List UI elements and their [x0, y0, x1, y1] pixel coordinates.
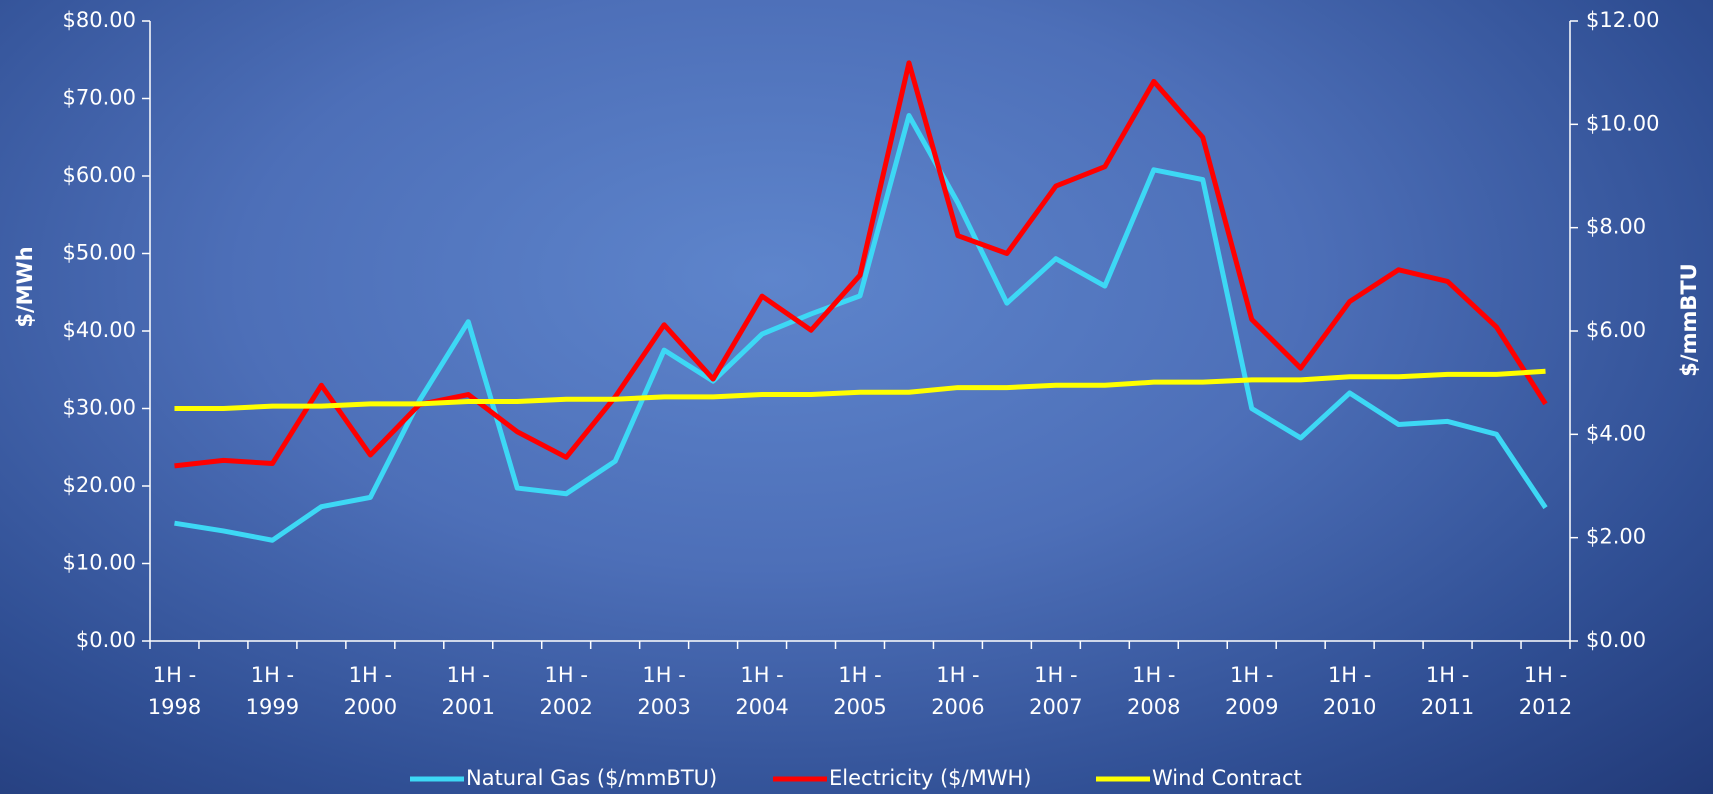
- legend-label: Natural Gas ($/mmBTU): [466, 766, 717, 790]
- y2-tick-label: $0.00: [1586, 628, 1646, 652]
- y2-tick-label: $6.00: [1586, 318, 1646, 342]
- y-axis-label: $/MWh: [13, 246, 37, 327]
- y-tick-label: $20.00: [63, 473, 136, 497]
- x-tick-label: 1H - 2000: [343, 663, 398, 719]
- x-tick-label: 1H - 2001: [441, 663, 495, 719]
- y-tick-label: $80.00: [63, 8, 136, 32]
- x-tick-label: 1H - 2002: [539, 663, 593, 719]
- series-line: [174, 368, 1546, 411]
- x-tick-label: 1H - 2007: [1029, 663, 1083, 719]
- y2-axis-label: $/mmBTU: [1677, 263, 1701, 376]
- x-tick-label: 1H - 2004: [735, 663, 789, 719]
- x-tick-label: 1H - 2005: [833, 663, 887, 719]
- x-tick-label: 1H - 2012: [1518, 663, 1573, 719]
- x-tick-label: 1H - 2008: [1127, 663, 1181, 719]
- y-tick-label: $60.00: [63, 163, 136, 187]
- legend-label: Wind Contract: [1152, 766, 1302, 790]
- y-tick-label: $50.00: [63, 241, 136, 265]
- x-tick-label: 1H - 2009: [1224, 663, 1279, 719]
- x-tick-label: 1H - 1998: [147, 663, 202, 719]
- legend-label: Electricity ($/MWH): [829, 766, 1031, 790]
- y-tick-label: $30.00: [63, 396, 136, 420]
- y-tick-label: $10.00: [63, 551, 136, 575]
- y-tick-label: $70.00: [63, 86, 136, 110]
- x-tick-label: 1H - 1999: [245, 663, 300, 719]
- series-line: [174, 60, 1548, 469]
- y2-tick-label: $12.00: [1586, 8, 1659, 32]
- y2-tick-label: $4.00: [1586, 421, 1646, 445]
- y2-tick-label: $8.00: [1586, 215, 1646, 239]
- x-tick-label: 1H - 2010: [1322, 663, 1377, 719]
- series-line: [174, 113, 1548, 543]
- x-tick-label: 1H - 2003: [637, 663, 691, 719]
- y2-tick-label: $10.00: [1586, 111, 1659, 135]
- x-tick-label: 1H - 2006: [931, 663, 985, 719]
- y-tick-label: $0.00: [76, 628, 136, 652]
- y-tick-label: $40.00: [63, 318, 136, 342]
- x-tick-label: 1H - 2011: [1420, 663, 1475, 719]
- y2-tick-label: $2.00: [1586, 525, 1646, 549]
